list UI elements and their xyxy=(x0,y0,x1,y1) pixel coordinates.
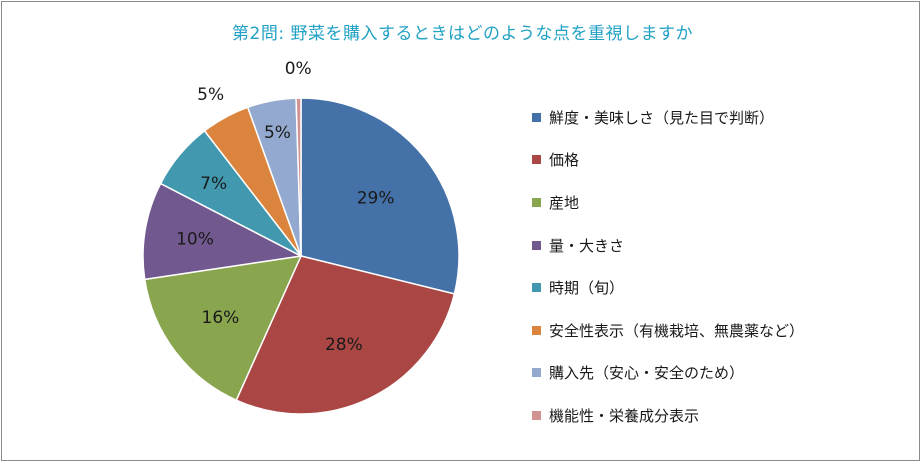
data-label-3: 10% xyxy=(176,229,214,249)
data-label-2: 16% xyxy=(202,308,240,328)
legend: 鮮度・美味しさ（見た目で判断） 価格産地量・大きさ時期（旬） 安全性表示（有機栽培、… xyxy=(532,96,912,437)
legend-label: 機能性・栄養成分表示 xyxy=(549,406,700,425)
data-label-0: 29% xyxy=(357,189,395,209)
data-label-7: 0% xyxy=(285,59,312,79)
legend-swatch xyxy=(532,240,541,250)
legend-item-1: 価格 xyxy=(532,139,912,182)
legend-item-6: 購入先（安心・安全のため） xyxy=(532,352,912,395)
data-label-1: 28% xyxy=(325,335,363,355)
data-label-4: 7% xyxy=(200,174,227,194)
legend-label: 価格 xyxy=(549,151,580,170)
legend-label: 購入先（安心・安全のため） xyxy=(549,364,745,383)
legend-swatch xyxy=(532,283,541,293)
legend-swatch xyxy=(532,410,541,420)
legend-item-5: 安全性表示（有機栽培、無農薬など） xyxy=(532,309,912,352)
legend-swatch xyxy=(532,368,541,378)
pie-chart: 29% 28% 16% 10% 7% 5% 5% 0% xyxy=(142,59,460,415)
legend-item-3: 量・大きさ xyxy=(532,224,912,267)
pie-slice-1 xyxy=(235,255,456,415)
legend-item-7: 機能性・栄養成分表示 xyxy=(532,394,912,437)
legend-label: 安全性表示（有機栽培、無農薬など） xyxy=(549,321,805,340)
legend-swatch xyxy=(532,155,541,165)
pie-slice-3 xyxy=(142,182,304,281)
pie-slice-2 xyxy=(143,255,303,402)
data-label-6: 5% xyxy=(264,123,291,143)
legend-swatch xyxy=(532,197,541,207)
legend-label: 産地 xyxy=(549,193,580,212)
data-label-5: 5% xyxy=(197,85,224,105)
chart-title: 第2問: 野菜を購入するときはどのような点を重視しますか xyxy=(232,24,693,44)
legend-swatch xyxy=(532,325,541,335)
legend-label: 量・大きさ xyxy=(549,236,625,255)
pie-slice-0 xyxy=(300,97,460,295)
legend-label: 時期（旬） xyxy=(549,279,625,298)
legend-item-0: 鮮度・美味しさ（見た目で判断） xyxy=(532,96,912,139)
legend-item-4: 時期（旬） xyxy=(532,266,912,309)
legend-label: 鮮度・美味しさ（見た目で判断） xyxy=(549,108,775,127)
legend-item-2: 産地 xyxy=(532,181,912,224)
legend-swatch xyxy=(532,112,541,122)
pie-slice-7 xyxy=(295,97,302,257)
